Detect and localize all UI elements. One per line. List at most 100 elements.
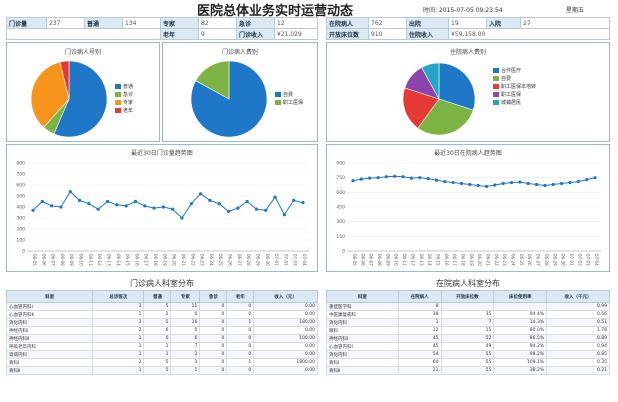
table-row[interactable]: 消化内科 3 5 16 0 1 180.00	[5, 318, 318, 327]
data-point	[31, 208, 35, 212]
column-header[interactable]: 专家	[170, 290, 201, 303]
table-cell	[493, 302, 548, 311]
table-row[interactable]: 消化内科 54 55 98.2% 0.85	[326, 350, 610, 359]
column-header[interactable]: 普通	[143, 290, 172, 303]
legend-label: 普通	[123, 84, 134, 90]
legend-item: 职工医保本地转	[493, 83, 536, 91]
data-point	[418, 176, 422, 180]
table-cell: 0.00	[253, 326, 318, 335]
table-row[interactable]: 呼吸老年内科 1 1 7 0 0 0.00	[5, 342, 318, 351]
pie-title-inpatient-fee: 住院病人费别	[449, 49, 486, 56]
table-row[interactable]: 心血管内科Ⅰ 45 49 94.2% 0.94	[326, 342, 610, 351]
pie-title-outpatient-type: 门诊病人号别	[64, 49, 101, 56]
x-tick-label: 06-30	[265, 254, 270, 266]
legend-swatch	[115, 84, 121, 89]
table-cell: 5	[143, 358, 172, 367]
x-tick-label: 06-10	[394, 254, 399, 266]
x-tick-label: 06-27	[237, 254, 242, 266]
column-header[interactable]: 床位使用率	[493, 290, 548, 303]
table-cell: 98.2%	[493, 350, 548, 359]
table-row[interactable]: 骨科Ⅰ 2 5 3 0 1 1800.00	[5, 358, 318, 367]
inpatient-dept-table: 科室 在院病人 开放床位数 床位使用率 收入（千元） 重症医学科 8 0.99 中医康复病科 3…	[326, 290, 610, 375]
column-header[interactable]: 科室	[326, 290, 399, 303]
data-point	[576, 179, 580, 184]
table-cell: 0	[199, 350, 228, 359]
table-cell: 0	[226, 326, 255, 335]
column-header[interactable]: 收入（元）	[253, 290, 318, 303]
x-tick-label: 07-04	[594, 254, 599, 266]
table-cell: 呼吸老年内科	[5, 342, 94, 351]
table-row[interactable]: 骨科Ⅱ 21 55 38.2% 0.21	[326, 366, 610, 375]
x-tick-label: 06-26	[527, 254, 532, 266]
x-tick-label: 06-09	[385, 254, 390, 266]
table-row[interactable]: 眼科 12 15 80.0% 1.78	[326, 326, 610, 335]
x-tick-label: 06-12	[97, 254, 102, 266]
table-cell: 45	[397, 342, 442, 351]
table-cell: 神经内科Ⅰ	[5, 326, 94, 335]
y-tick-label: 700	[16, 172, 25, 178]
x-tick-label: 06-25	[519, 254, 524, 266]
pie-chart-outpatient-type	[30, 60, 108, 138]
table-cell: 0	[143, 334, 172, 343]
table-row[interactable]: 心血管内科Ⅱ 1 2 0 0 0 0.00	[5, 310, 318, 319]
table-cell: 3	[92, 302, 145, 311]
x-tick-label: 06-21	[181, 254, 186, 266]
x-tick-label: 06-29	[255, 254, 260, 266]
column-header[interactable]: 急诊	[199, 290, 228, 303]
column-header[interactable]: 科室	[5, 290, 94, 303]
kpi-label-visits: 门诊量	[6, 17, 47, 29]
pie-slice-2-1	[417, 98, 474, 136]
table-cell: 54	[397, 350, 442, 359]
x-tick-label: 06-16	[134, 254, 139, 266]
kpi-label-expert: 专家	[160, 17, 199, 29]
legend-item: 职工医保	[493, 91, 536, 99]
table-cell: 0.99	[546, 302, 610, 311]
legend-swatch	[115, 92, 121, 97]
table-cell: 1	[170, 366, 201, 375]
column-header[interactable]: 开放床位数	[440, 290, 495, 303]
table-row[interactable]: 神经内科Ⅰ 2 6 0 0 0 0.00	[5, 326, 318, 335]
table-cell: 1	[143, 350, 172, 359]
section-title-inpatient: 在院病人科室分布	[436, 279, 500, 288]
column-header[interactable]: 收入（千元）	[546, 290, 610, 303]
table-row[interactable]: 中医康复病科 38 35 94.4% 0.56	[326, 310, 610, 319]
table-row[interactable]: 肾病内科 1 1 2 0 0 0.00	[5, 350, 318, 359]
table-row[interactable]: 骨科Ⅱ 1 5 1 0 0 0.00	[5, 366, 318, 375]
x-tick-label: 06-14	[116, 254, 121, 266]
column-header[interactable]: 总诊医次	[92, 290, 145, 303]
table-cell: 5	[143, 302, 172, 311]
table-cell: 0	[199, 334, 228, 343]
data-point	[426, 177, 430, 181]
legend-item: 普通	[115, 83, 133, 91]
data-point	[585, 178, 589, 182]
table-cell: 3	[92, 318, 145, 327]
pie-slice-2-4	[421, 62, 440, 100]
data-point	[568, 180, 572, 185]
table-row[interactable]: 消化内科 1 7 14.3% 0.51	[326, 318, 610, 327]
column-header[interactable]: 老年	[226, 290, 255, 303]
table-row[interactable]: 神经内科Ⅰ 45 52 86.5% 0.89	[326, 334, 610, 343]
table-row[interactable]: 重症医学科 8 0.99	[326, 302, 610, 311]
table-cell: 3	[170, 358, 201, 367]
data-point	[208, 198, 212, 202]
legend-label: 职工医保本地转	[501, 84, 537, 90]
weekday: 星期五	[566, 7, 585, 14]
legend-swatch	[493, 100, 499, 105]
table-cell: 1	[92, 310, 145, 319]
table-cell: 12	[397, 326, 442, 335]
column-header[interactable]: 在院病人	[397, 290, 442, 303]
y-tick-label: 750	[336, 175, 345, 181]
data-point	[254, 207, 259, 211]
x-tick-label: 06-22	[190, 254, 195, 266]
legend-item: 城镇居民	[493, 99, 536, 107]
table-row[interactable]: 骨科Ⅰ 60 55 109.1% 0.35	[326, 358, 610, 367]
data-point	[409, 176, 414, 180]
table-row[interactable]: 神经内科Ⅱ 1 0 6 0 0 100.00	[5, 334, 318, 343]
pie-slice-0-2	[30, 61, 70, 128]
legend-swatch	[493, 92, 499, 97]
table-row[interactable]: 心血管内科Ⅰ 3 5 11 0 0 0.00	[5, 302, 318, 311]
table-cell: 0	[199, 318, 228, 327]
kpi-label-beds: 开放床位数	[326, 28, 369, 40]
table-cell: 心血管内科Ⅰ	[326, 342, 399, 351]
x-tick-label: 06-25	[218, 254, 223, 266]
